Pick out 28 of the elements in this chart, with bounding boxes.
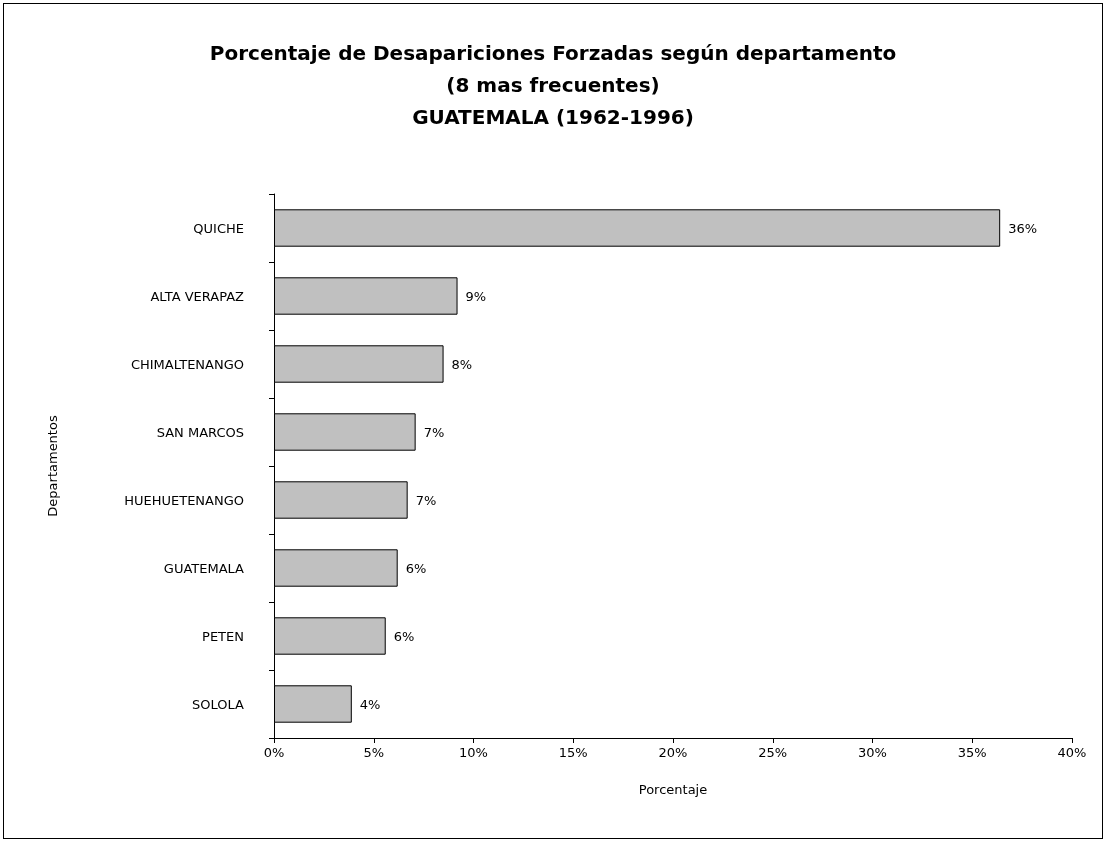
data-label: 4% <box>359 696 381 712</box>
y-tick-label: HUEHUETENANGO <box>124 492 244 508</box>
data-label: 8% <box>451 356 473 372</box>
y-tick-label: CHIMALTENANGO <box>130 356 244 372</box>
data-label: 7% <box>415 492 437 508</box>
data-label: 6% <box>393 628 415 644</box>
x-tick-label: 0% <box>263 745 285 760</box>
x-tick-label: 10% <box>459 745 488 760</box>
y-tick-label: SAN MARCOS <box>156 424 244 440</box>
x-tick-label: 35% <box>957 745 987 760</box>
x-tick-label: 25% <box>758 745 788 760</box>
data-label: 6% <box>405 560 427 576</box>
chart-title: Porcentaje de Desapariciones Forzadas según departamento (8 mas frecuentes) GUATEMALA (1962-1996) <box>209 41 897 129</box>
x-tick-label: 40% <box>1057 745 1087 760</box>
data-label: 7% <box>423 424 445 440</box>
x-tick-label: 5% <box>363 745 385 760</box>
y-tick-label: GUATEMALA <box>163 560 245 576</box>
y-tick-label: SOLOLA <box>192 696 245 712</box>
y-axis-title: Departamentos <box>45 415 60 517</box>
data-label: 36% <box>1008 220 1038 236</box>
x-tick-label: 15% <box>558 745 588 760</box>
x-tick-label: 30% <box>858 745 887 760</box>
x-axis-title: Porcentaje <box>638 782 708 797</box>
y-tick-label: ALTA VERAPAZ <box>150 288 245 304</box>
x-tick-label: 20% <box>658 745 688 760</box>
data-label: 9% <box>465 288 487 304</box>
y-tick-label: PETEN <box>202 628 244 644</box>
y-tick-label: QUICHE <box>193 220 244 236</box>
